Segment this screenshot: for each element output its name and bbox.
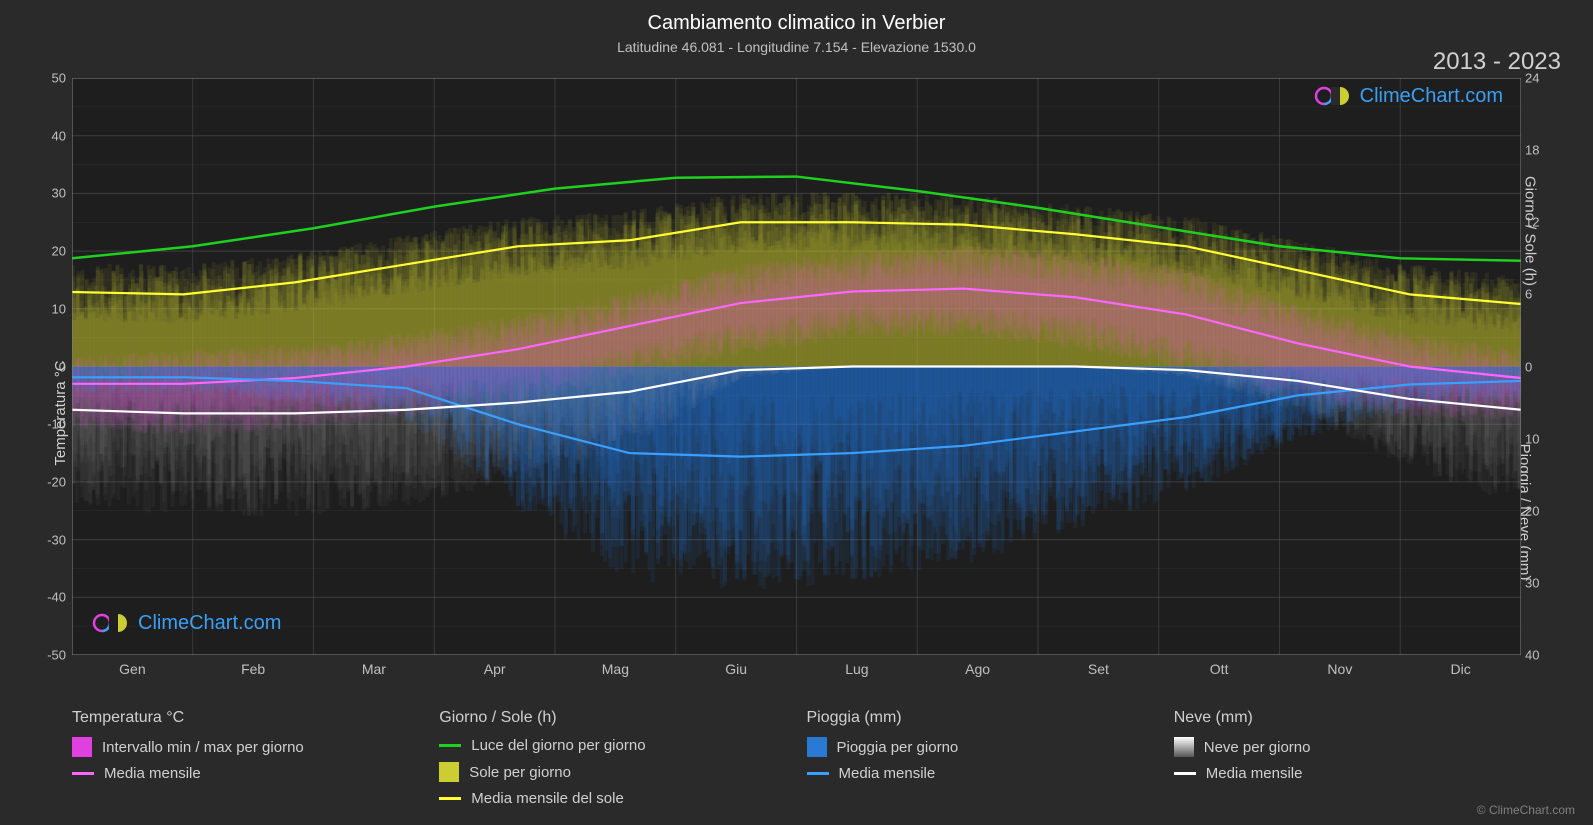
- y-tick-left: 0: [38, 359, 66, 374]
- y-tick-left: -50: [38, 648, 66, 663]
- legend-item: Media mensile: [807, 765, 1154, 782]
- watermark-top: ClimeChart.com: [1314, 84, 1503, 108]
- legend-swatch: [439, 797, 461, 800]
- legend-swatch: [807, 772, 829, 775]
- plot-area: [72, 78, 1521, 655]
- y-tick-left: 50: [38, 71, 66, 86]
- legend-label: Sole per giorno: [469, 764, 571, 781]
- legend-day-title: Giorno / Sole (h): [439, 709, 786, 727]
- y-tick-right: 18: [1525, 143, 1545, 158]
- legend-label: Neve per giorno: [1204, 739, 1311, 756]
- y-tick-right: 10: [1525, 431, 1545, 446]
- y-tick-right: 0: [1525, 359, 1545, 374]
- y-tick-left: -10: [38, 417, 66, 432]
- legend-swatch: [72, 772, 94, 775]
- y-tick-right: 12: [1525, 215, 1545, 230]
- y-tick-right: 30: [1525, 575, 1545, 590]
- x-tick-month: Feb: [241, 661, 265, 677]
- x-tick-month: Mar: [362, 661, 386, 677]
- x-tick-month: Lug: [845, 661, 868, 677]
- legend-rain-title: Pioggia (mm): [807, 709, 1154, 727]
- x-tick-month: Nov: [1327, 661, 1352, 677]
- legend-swatch: [1174, 772, 1196, 775]
- legend-group-rain: Pioggia (mm) Pioggia per giorno Media men…: [807, 709, 1154, 815]
- x-tick-month: Ago: [965, 661, 990, 677]
- x-tick-month: Ott: [1210, 661, 1229, 677]
- y-tick-left: 30: [38, 186, 66, 201]
- y-tick-left: -20: [38, 474, 66, 489]
- legend-item: Luce del giorno per giorno: [439, 737, 786, 754]
- legend-item: Pioggia per giorno: [807, 737, 1154, 757]
- legend-swatch: [1174, 737, 1194, 757]
- x-tick-month: Apr: [484, 661, 506, 677]
- y-tick-left: -30: [38, 532, 66, 547]
- legend-item: Media mensile: [1174, 765, 1521, 782]
- legend: Temperatura °C Intervallo min / max per …: [72, 709, 1521, 815]
- watermark-bottom: ClimeChart.com: [92, 611, 281, 635]
- legend-label: Media mensile: [1206, 765, 1303, 782]
- legend-label: Media mensile del sole: [471, 790, 624, 807]
- chart-subtitle: Latitudine 46.081 - Longitudine 7.154 - …: [0, 35, 1593, 55]
- y-tick-right: 40: [1525, 648, 1545, 663]
- x-tick-month: Mag: [602, 661, 629, 677]
- y-tick-right: 6: [1525, 287, 1545, 302]
- legend-item: Media mensile del sole: [439, 790, 786, 807]
- legend-label: Media mensile: [839, 765, 936, 782]
- y-tick-left: -40: [38, 590, 66, 605]
- copyright-text: © ClimeChart.com: [1477, 803, 1575, 817]
- x-tick-month: Set: [1088, 661, 1109, 677]
- legend-group-day: Giorno / Sole (h) Luce del giorno per gi…: [439, 709, 786, 815]
- legend-label: Intervallo min / max per giorno: [102, 739, 304, 756]
- legend-swatch: [72, 737, 92, 757]
- legend-swatch: [807, 737, 827, 757]
- x-tick-month: Dic: [1451, 661, 1471, 677]
- logo-icon: [92, 611, 132, 635]
- legend-group-snow: Neve (mm) Neve per giorno Media mensile: [1174, 709, 1521, 815]
- logo-icon: [1314, 84, 1354, 108]
- x-tick-month: Giu: [725, 661, 747, 677]
- chart-svg: [72, 78, 1521, 655]
- y-tick-left: 40: [38, 128, 66, 143]
- y-tick-left: 10: [38, 301, 66, 316]
- y-tick-left: 20: [38, 244, 66, 259]
- y-axis-left-label: Temperatura °C: [52, 360, 69, 465]
- legend-label: Pioggia per giorno: [837, 739, 959, 756]
- watermark-text: ClimeChart.com: [138, 612, 281, 635]
- legend-item: Media mensile: [72, 765, 419, 782]
- legend-item: Intervallo min / max per giorno: [72, 737, 419, 757]
- y-tick-right: 20: [1525, 503, 1545, 518]
- legend-temp-title: Temperatura °C: [72, 709, 419, 727]
- legend-label: Media mensile: [104, 765, 201, 782]
- watermark-text: ClimeChart.com: [1360, 85, 1503, 108]
- legend-snow-title: Neve (mm): [1174, 709, 1521, 727]
- legend-item: Neve per giorno: [1174, 737, 1521, 757]
- y-axis-right-top-label: Giorno / Sole (h): [1521, 176, 1538, 286]
- legend-group-temp: Temperatura °C Intervallo min / max per …: [72, 709, 419, 815]
- legend-swatch: [439, 762, 459, 782]
- chart-title: Cambiamento climatico in Verbier: [0, 0, 1593, 35]
- x-tick-month: Gen: [119, 661, 145, 677]
- y-tick-right: 24: [1525, 71, 1545, 86]
- legend-label: Luce del giorno per giorno: [471, 737, 645, 754]
- climate-chart: Cambiamento climatico in Verbier Latitud…: [0, 0, 1593, 825]
- legend-swatch: [439, 744, 461, 747]
- legend-item: Sole per giorno: [439, 762, 786, 782]
